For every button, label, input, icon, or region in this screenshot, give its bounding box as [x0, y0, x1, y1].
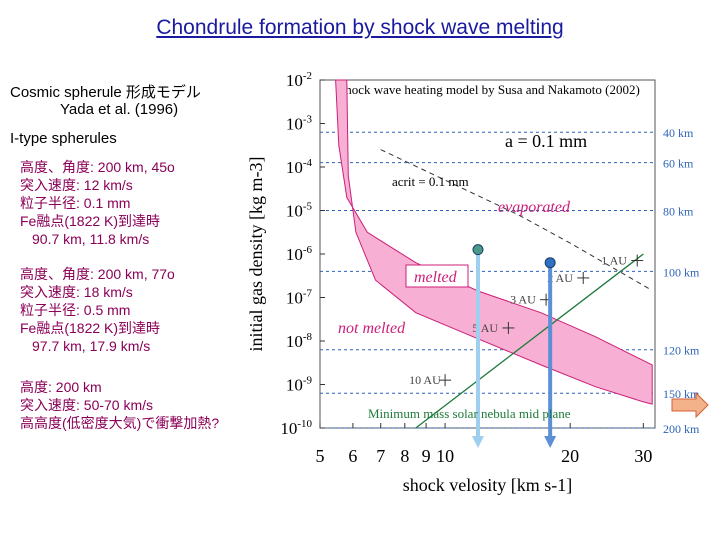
x-tick-label: 7 — [376, 446, 385, 466]
case-block-1: 高度、角度: 200 km, 45o 突入速度: 12 km/s 粒子半径: 0… — [20, 158, 175, 248]
trajectory-start-point — [544, 257, 556, 269]
x-tick-label: 30 — [634, 446, 652, 466]
case-2-line: Fe融点(1822 K)到達時 — [20, 320, 161, 336]
region-not-melted-label: not melted — [338, 320, 406, 337]
y-tick-label: 10-6 — [286, 244, 313, 264]
page-title: Chondrule formation by shock wave meltin… — [156, 16, 564, 39]
au-label: 10 AU — [409, 373, 441, 387]
altitude-label: 120 km — [663, 344, 700, 358]
y-tick-label: 10-2 — [286, 70, 312, 90]
y-tick-label: 10-7 — [286, 288, 313, 308]
y-axis-label: initial gas density [kg m-3] — [246, 157, 266, 352]
nebula-midplane-line — [415, 253, 644, 429]
x-tick-label: 5 — [316, 446, 325, 466]
critical-size-label: acrit = 0.1 mm — [392, 174, 469, 189]
trajectory-arrowhead — [471, 436, 484, 448]
case-2-line: 高度、角度: 200 km, 77o — [20, 266, 175, 282]
case-2-line: 粒子半径: 0.5 mm — [20, 302, 131, 318]
melting-band — [335, 79, 653, 405]
case-2-line: 97.7 km, 17.9 km/s — [32, 338, 151, 354]
model-label: Cosmic spherule 形成モデル — [10, 84, 201, 101]
nebula-line-label: Minimum mass solar nebula mid plane — [368, 406, 571, 421]
particle-size-label: a = 0.1 mm — [505, 131, 587, 151]
region-evaporated-label: evaporated — [498, 199, 571, 216]
x-axis-label: shock velosity [km s-1] — [403, 475, 572, 495]
case-1-line: Fe融点(1822 K)到達時 — [20, 213, 161, 229]
case-3-line: 高高度(低密度大気)で衝撃加熱? — [20, 415, 220, 431]
y-tick-label: 10-10 — [280, 418, 312, 438]
section-label: I-type spherules — [10, 130, 117, 147]
case-1-line: 突入速度: 12 km/s — [20, 177, 133, 193]
trajectory-arrowhead — [544, 436, 557, 448]
x-tick-label: 8 — [400, 446, 409, 466]
case-2-line: 突入速度: 18 km/s — [20, 284, 133, 300]
altitude-label: 200 km — [663, 422, 700, 436]
case-3-line: 突入速度: 50-70 km/s — [20, 397, 154, 413]
y-tick-label: 10-3 — [286, 114, 313, 134]
au-label: 1 AU — [601, 254, 627, 268]
altitude-label: 40 km — [663, 126, 694, 140]
case-3-line: 高度: 200 km — [20, 379, 102, 395]
trajectory-start-point — [472, 244, 484, 256]
critical-size-curve — [380, 149, 650, 290]
chart-title: Shock wave heating model by Susa and Nak… — [338, 82, 640, 97]
case-1-line: 高度、角度: 200 km, 45o — [20, 159, 175, 175]
case-block-2: 高度、角度: 200 km, 77o 突入速度: 18 km/s 粒子半径: 0… — [20, 265, 175, 355]
melted-label-box — [405, 264, 469, 288]
x-tick-label: 9 — [422, 446, 431, 466]
altitude-label: 80 km — [663, 205, 694, 219]
y-tick-label: 10-9 — [286, 375, 313, 395]
altitude-label: 60 km — [663, 157, 694, 171]
altitude-label: 100 km — [663, 265, 700, 279]
y-tick-label: 10-5 — [286, 201, 313, 221]
x-tick-label: 20 — [561, 446, 579, 466]
region-melted-label: melted — [414, 269, 458, 286]
model-reference: Yada et al. (1996) — [60, 101, 179, 118]
case-block-3: 高度: 200 km 突入速度: 50-70 km/s 高高度(低密度大気)で衝… — [20, 378, 219, 432]
altitude-label: 150 km — [663, 387, 700, 401]
au-label: 2 AU — [547, 271, 573, 285]
y-tick-label: 10-4 — [286, 157, 313, 177]
case-1-line: 粒子半径: 0.1 mm — [20, 195, 131, 211]
x-tick-label: 6 — [348, 446, 357, 466]
y-tick-label: 10-8 — [286, 331, 313, 351]
right-arrow-icon — [671, 391, 709, 419]
x-tick-label: 10 — [436, 446, 454, 466]
au-label: 3 AU — [510, 293, 536, 307]
case-1-line: 90.7 km, 11.8 km/s — [32, 231, 150, 247]
